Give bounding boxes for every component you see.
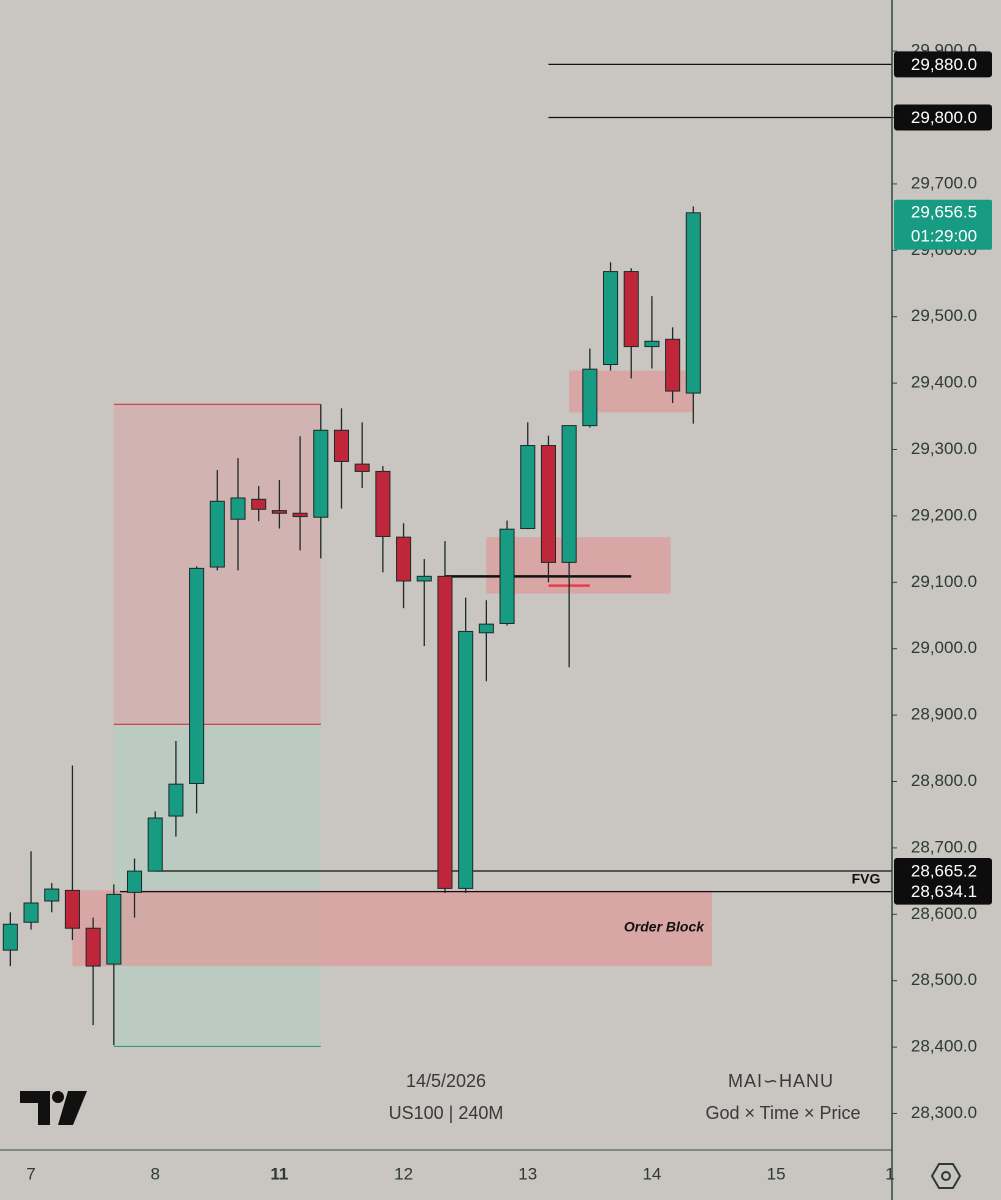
candle-body — [251, 498, 267, 510]
candle-body — [106, 893, 122, 965]
y-tick-label: 29,200.0 — [911, 505, 977, 524]
watermark-brand: MAI∽HANU — [728, 1071, 834, 1091]
y-tick-label: 29,000.0 — [911, 638, 977, 657]
candle-body — [23, 902, 39, 923]
price-tag — [894, 878, 992, 905]
x-tick-label: 8 — [150, 1164, 159, 1183]
candle-body — [209, 500, 225, 568]
x-tick-label: 14 — [642, 1164, 661, 1183]
price-axis: 28,300.0 28,400.0 28,500.0 28,600.0 28,700.0… — [892, 41, 992, 1122]
candle-body — [665, 338, 681, 392]
candle-body — [685, 212, 701, 394]
candle-body — [271, 510, 287, 514]
candle-body — [354, 463, 370, 472]
price-tag — [894, 104, 992, 131]
last-price-tag — [894, 199, 992, 250]
candle-body — [478, 623, 494, 634]
y-tick-label: 28,700.0 — [911, 837, 977, 856]
y-tick-label: 29,700.0 — [911, 173, 977, 192]
y-tick-label: 29,100.0 — [911, 572, 977, 591]
candle-body — [499, 528, 515, 624]
candle-body — [561, 425, 577, 563]
candle-body — [189, 567, 205, 784]
candle-body — [375, 470, 391, 537]
y-tick-label: 28,900.0 — [911, 705, 977, 724]
candle-body — [147, 817, 163, 872]
candle-body — [520, 445, 536, 530]
x-tick-label: 1 — [885, 1164, 894, 1183]
countdown-label: 01:29:00 — [911, 226, 977, 245]
price-tag — [894, 857, 992, 884]
watermark-tagline: God × Time × Price — [705, 1103, 860, 1123]
candle-body — [458, 630, 474, 889]
y-tick-label: 28,300.0 — [911, 1103, 977, 1122]
y-tick-label: 28,500.0 — [911, 970, 977, 989]
watermark-symbol: US100 | 240M — [389, 1103, 504, 1123]
x-tick-label: 11 — [270, 1164, 288, 1183]
candle-body — [437, 575, 453, 889]
fvg-label: FVG — [852, 871, 881, 887]
price-tag-label: 28,634.1 — [911, 882, 977, 901]
candle-body — [313, 429, 329, 518]
y-tick-label: 28,400.0 — [911, 1037, 977, 1056]
candle-body — [333, 429, 350, 462]
candle-body — [85, 927, 101, 967]
y-tick-label: 28,800.0 — [911, 771, 977, 790]
price-tag-label: 29,880.0 — [911, 55, 977, 74]
candle-body — [623, 271, 639, 348]
settings-button[interactable] — [930, 1163, 962, 1189]
x-tick-label: 13 — [518, 1164, 537, 1183]
plot-area — [2, 63, 892, 1048]
price-tag — [894, 51, 992, 78]
candle-body — [396, 536, 412, 582]
candle-body — [292, 512, 308, 518]
zone — [486, 537, 671, 594]
candle-body — [168, 783, 184, 817]
order-block-label: Order Block — [624, 919, 705, 935]
x-tick-label: 7 — [26, 1164, 35, 1183]
price-tag-label: 28,665.2 — [911, 861, 977, 880]
candle-body — [582, 368, 598, 427]
candle-body — [126, 870, 143, 893]
last-price-label: 29,656.5 — [911, 202, 977, 221]
price-tag-label: 29,800.0 — [911, 108, 977, 127]
candle-body — [44, 888, 60, 902]
candle-body — [644, 340, 660, 348]
x-tick-label: 12 — [394, 1164, 413, 1183]
watermark-date: 14/5/2026 — [406, 1071, 486, 1091]
candle-body — [602, 271, 619, 366]
candle-body — [230, 497, 246, 520]
candle-body — [2, 923, 18, 951]
y-tick-label: 29,400.0 — [911, 373, 977, 392]
y-tick-label: 29,500.0 — [911, 306, 977, 325]
candle-body — [64, 889, 80, 929]
tradingview-logo — [20, 1091, 87, 1125]
candle-body — [416, 575, 432, 582]
x-tick-label: 15 — [767, 1164, 786, 1183]
candle-body — [540, 445, 556, 563]
y-tick-label: 28,600.0 — [911, 904, 977, 923]
zone — [72, 890, 712, 967]
y-tick-label: 29,300.0 — [911, 439, 977, 458]
zone — [113, 724, 321, 1047]
